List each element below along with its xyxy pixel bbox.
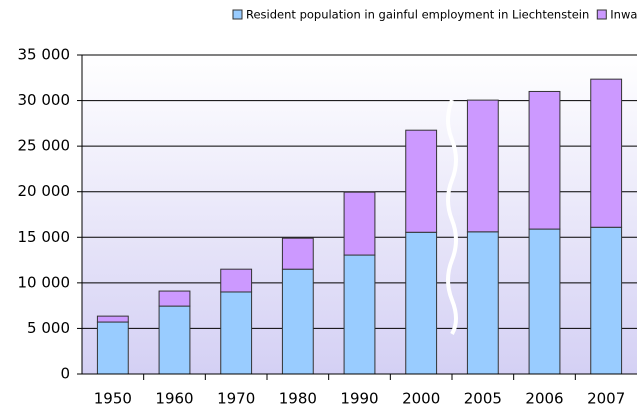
bar-segment xyxy=(528,228,561,375)
bar-segment xyxy=(405,129,438,233)
x-tick-label: 1950 xyxy=(94,390,132,408)
y-tick-label: 5 000 xyxy=(27,319,70,337)
legend-label: Inward commuters xyxy=(610,8,637,22)
bar-segment xyxy=(96,315,129,323)
bar-segment xyxy=(281,268,314,375)
bar-segment xyxy=(158,290,191,307)
x-tick-label: 2005 xyxy=(464,390,502,408)
x-tick-label: 2007 xyxy=(587,390,625,408)
x-tick-label: 2006 xyxy=(525,390,563,408)
bar-segment xyxy=(220,268,253,293)
legend-label: Resident population in gainful employmen… xyxy=(246,8,589,22)
bar-segment xyxy=(466,99,499,233)
bar-segment xyxy=(96,321,129,375)
bar-segment xyxy=(528,90,561,230)
bar-segment xyxy=(281,237,314,270)
bar-segment xyxy=(158,305,191,375)
x-tick-label: 1970 xyxy=(217,390,255,408)
bar-segment xyxy=(590,226,623,375)
bar-segment xyxy=(343,254,376,375)
y-tick-label: 20 000 xyxy=(18,182,71,200)
x-tick-label: 1980 xyxy=(279,390,317,408)
bar-segment xyxy=(220,291,253,375)
x-tick-label: 1990 xyxy=(340,390,378,408)
y-tick-label: 10 000 xyxy=(18,273,71,291)
bar-segment xyxy=(466,231,499,375)
axis-break xyxy=(446,99,458,335)
x-tick-label: 1960 xyxy=(155,390,193,408)
bar-segment xyxy=(343,191,376,256)
y-tick-label: 30 000 xyxy=(18,91,71,109)
bar-segment xyxy=(405,231,438,375)
y-tick-label: 0 xyxy=(60,365,70,383)
bar-segment xyxy=(590,78,623,228)
y-tick-label: 35 000 xyxy=(18,46,71,64)
y-tick-label: 15 000 xyxy=(18,228,71,246)
y-tick-label: 25 000 xyxy=(18,137,71,155)
x-tick-label: 2000 xyxy=(402,390,440,408)
legend-swatch xyxy=(596,9,607,20)
legend-swatch xyxy=(232,9,243,20)
